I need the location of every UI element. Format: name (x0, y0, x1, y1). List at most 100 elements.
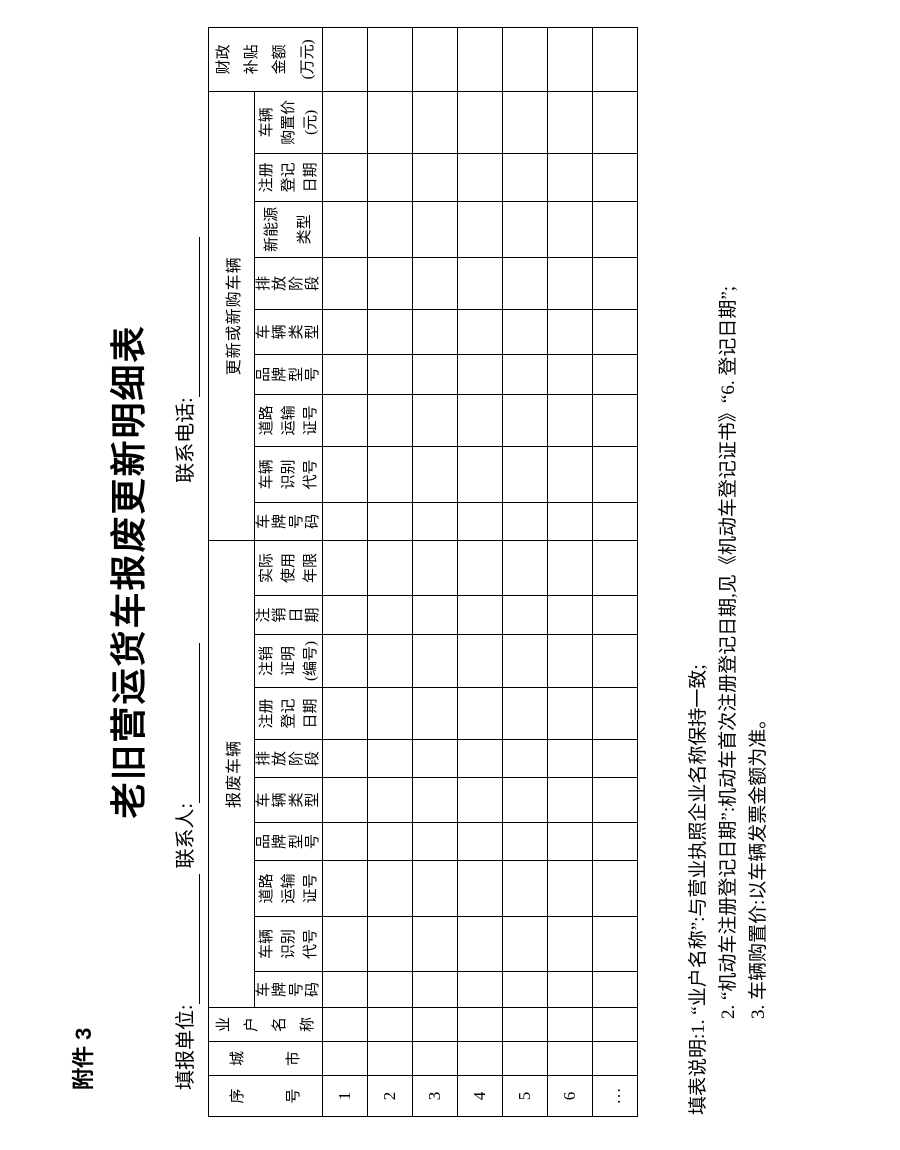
empty-cell (457, 1041, 503, 1076)
sub-header-row: 车牌号码 车辆 识别 代号 道路 运输 证号 品牌型号 车辆类型 排放阶段 注册 登记 日期… (254, 27, 323, 1116)
empty-cell (457, 634, 503, 688)
serial-cell: 3 (412, 1075, 458, 1117)
serial-cell: … (592, 1075, 638, 1117)
table-row: … (592, 27, 638, 1117)
empty-cell (592, 971, 638, 1008)
col-new-vin: 车辆 识别 代号 (254, 446, 323, 503)
table-row: 4 (457, 27, 503, 1117)
col-scrapped-cancel-cert: 注销 证明 (编号) (254, 634, 323, 688)
empty-cell (412, 1007, 458, 1042)
empty-cell (322, 27, 368, 92)
serial-cell: 6 (547, 1075, 593, 1117)
empty-cell (502, 916, 548, 972)
reporting-unit-blank (175, 874, 200, 1005)
empty-cell (502, 257, 548, 310)
serial-cell: 5 (502, 1075, 548, 1117)
contact-person-label: 联系人: (175, 802, 197, 869)
empty-cell (322, 1041, 368, 1076)
empty-cell (457, 446, 503, 503)
empty-cell (547, 446, 593, 503)
col-scrapped-plate: 车牌号码 (254, 971, 323, 1008)
empty-cell (367, 860, 413, 917)
serial-cell: 2 (367, 1075, 413, 1117)
empty-cell (547, 916, 593, 972)
empty-cell (367, 27, 413, 92)
empty-cell (412, 634, 458, 688)
empty-cell (412, 91, 458, 154)
empty-cell (457, 739, 503, 778)
empty-cell (502, 446, 548, 503)
empty-cell (322, 153, 368, 202)
empty-cell (592, 916, 638, 972)
empty-cell (367, 916, 413, 972)
table-row: 6 (547, 27, 593, 1117)
col-new-transport-cert: 道路 运输 证号 (254, 394, 323, 447)
col-header-serial: 序号 (208, 1075, 323, 1117)
empty-cell (502, 309, 548, 355)
empty-cell (547, 739, 593, 778)
empty-cell (412, 502, 458, 541)
empty-cell (457, 354, 503, 395)
empty-cell (457, 502, 503, 541)
col-new-brand-model: 品牌型号 (254, 354, 323, 395)
empty-cell (322, 394, 368, 447)
empty-cell (367, 634, 413, 688)
empty-cell (592, 446, 638, 503)
empty-cell (547, 777, 593, 823)
group-header-row: 序号 城市 业户名称 报废车辆 更新或新购车辆 财政 补贴 金额 (万元) (208, 27, 323, 1117)
empty-cell (502, 971, 548, 1008)
empty-cell (412, 739, 458, 778)
empty-cell (322, 201, 368, 258)
empty-cell (457, 687, 503, 740)
empty-cell (367, 1007, 413, 1042)
empty-cell (547, 595, 593, 635)
empty-cell (457, 822, 503, 861)
empty-cell (322, 354, 368, 395)
empty-cell (322, 634, 368, 688)
empty-cell (592, 91, 638, 154)
empty-cell (412, 309, 458, 355)
col-scrapped-reg-date: 注册 登记 日期 (254, 687, 323, 740)
empty-cell (322, 739, 368, 778)
empty-cell (412, 540, 458, 596)
col-new-energy-type: 新能源 类型 (254, 201, 323, 258)
empty-cell (322, 971, 368, 1008)
empty-cell (592, 777, 638, 823)
empty-cell (322, 1007, 368, 1042)
group-header-scrapped: 报废车辆 (208, 540, 255, 1008)
empty-cell (502, 502, 548, 541)
empty-cell (592, 634, 638, 688)
empty-cell (457, 201, 503, 258)
empty-cell (367, 394, 413, 447)
empty-cell (547, 822, 593, 861)
empty-cell (547, 687, 593, 740)
col-new-reg-date: 注册 登记 日期 (254, 153, 323, 202)
empty-cell (502, 394, 548, 447)
empty-cell (412, 257, 458, 310)
empty-cell (592, 257, 638, 310)
empty-cell (592, 1041, 638, 1076)
empty-cell (322, 257, 368, 310)
empty-cell (457, 595, 503, 635)
table-row: 3 (412, 27, 458, 1117)
col-scrapped-vin: 车辆 识别 代号 (254, 916, 323, 972)
empty-cell (547, 502, 593, 541)
empty-cell (367, 354, 413, 395)
empty-cell (457, 91, 503, 154)
note-line-3: 3. 车辆购置价:以车辆发票金额为准。 (748, 709, 769, 1019)
empty-cell (502, 634, 548, 688)
empty-cell (502, 595, 548, 635)
empty-cell (367, 446, 413, 503)
empty-cell (547, 860, 593, 917)
empty-cell (502, 153, 548, 202)
empty-cell (322, 687, 368, 740)
empty-cell (502, 27, 548, 92)
col-scrapped-emission-stage: 排放阶段 (254, 739, 323, 778)
col-header-city: 城市 (208, 1041, 323, 1076)
col-new-vehicle-type: 车辆类型 (254, 309, 323, 355)
empty-cell (412, 777, 458, 823)
empty-cell (547, 309, 593, 355)
empty-cell (322, 309, 368, 355)
empty-cell (547, 257, 593, 310)
empty-cell (547, 27, 593, 92)
